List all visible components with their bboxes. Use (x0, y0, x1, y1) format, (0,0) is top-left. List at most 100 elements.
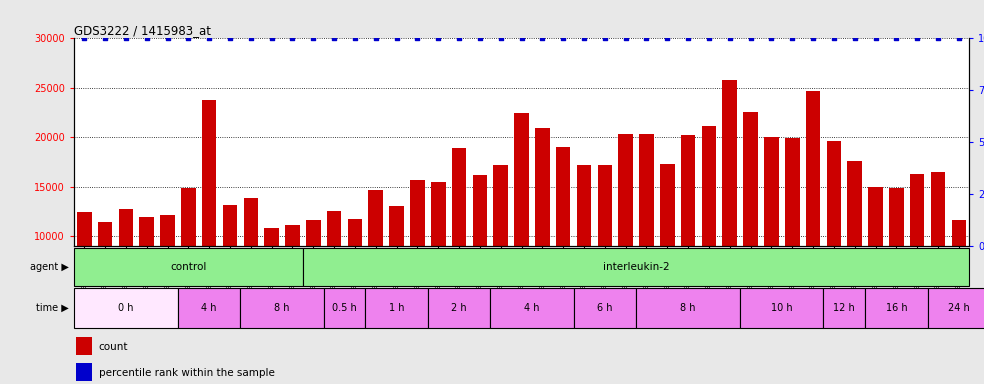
Point (951, 35, 966, 41)
Point (805, 35, 821, 41)
Text: 4 h: 4 h (202, 303, 216, 313)
Point (180, 35, 196, 41)
Bar (868, 187, 883, 334)
Bar (702, 126, 716, 334)
Point (284, 35, 300, 41)
Bar (222, 205, 237, 334)
Bar (77, 212, 92, 334)
Text: GDS3222 / 1415983_at: GDS3222 / 1415983_at (74, 24, 211, 37)
Text: 1 h: 1 h (389, 303, 404, 313)
Point (639, 35, 654, 41)
Point (909, 35, 925, 41)
Text: count: count (98, 342, 128, 352)
Bar (928, 288, 984, 328)
Point (889, 35, 904, 41)
Bar (597, 165, 612, 334)
Bar (931, 172, 946, 334)
Bar (76, 363, 92, 381)
Bar (660, 164, 675, 334)
Point (222, 35, 238, 41)
Bar (618, 134, 633, 334)
Bar (428, 288, 490, 328)
Bar (306, 220, 321, 334)
Bar (827, 141, 841, 334)
Point (784, 35, 800, 41)
Text: 0.5 h: 0.5 h (333, 303, 357, 313)
Bar (890, 189, 903, 334)
Bar (140, 217, 154, 334)
Point (118, 35, 134, 41)
Point (452, 35, 467, 41)
Bar (431, 182, 446, 334)
Point (514, 35, 529, 41)
Point (202, 35, 217, 41)
Text: 24 h: 24 h (948, 303, 969, 313)
Bar (119, 209, 133, 334)
Bar (76, 338, 92, 356)
Point (576, 35, 591, 41)
Bar (74, 248, 303, 286)
Point (347, 35, 363, 41)
Text: 8 h: 8 h (275, 303, 290, 313)
Bar (324, 288, 365, 328)
Bar (303, 248, 969, 286)
Point (97, 35, 113, 41)
Text: control: control (170, 262, 207, 272)
Point (826, 35, 841, 41)
Bar (390, 206, 403, 334)
Point (472, 35, 488, 41)
Text: 6 h: 6 h (597, 303, 613, 313)
Bar (722, 80, 737, 334)
Point (139, 35, 154, 41)
Point (159, 35, 175, 41)
Bar (240, 288, 324, 328)
Bar (74, 288, 178, 328)
Point (743, 35, 759, 41)
Bar (865, 288, 928, 328)
Point (430, 35, 446, 41)
Point (701, 35, 716, 41)
Point (930, 35, 946, 41)
Bar (490, 288, 574, 328)
Bar (681, 135, 696, 334)
Bar (493, 165, 508, 334)
Bar (740, 288, 824, 328)
Bar (556, 147, 571, 334)
Bar (368, 190, 383, 334)
Bar (574, 288, 636, 328)
Point (764, 35, 779, 41)
Bar (410, 180, 425, 334)
Text: interleukin-2: interleukin-2 (603, 262, 669, 272)
Point (722, 35, 738, 41)
Point (327, 35, 342, 41)
Text: 0 h: 0 h (118, 303, 134, 313)
Point (618, 35, 634, 41)
Bar (181, 187, 196, 334)
Bar (472, 175, 487, 334)
Bar (452, 148, 466, 334)
Point (243, 35, 259, 41)
Bar (97, 222, 112, 334)
Bar (910, 174, 925, 334)
Bar (202, 99, 216, 334)
Point (597, 35, 613, 41)
Text: 8 h: 8 h (680, 303, 696, 313)
Text: 16 h: 16 h (886, 303, 907, 313)
Bar (952, 220, 966, 334)
Point (389, 35, 404, 41)
Text: percentile rank within the sample: percentile rank within the sample (98, 367, 275, 377)
Bar (806, 91, 821, 334)
Point (409, 35, 425, 41)
Point (493, 35, 509, 41)
Point (847, 35, 863, 41)
Bar (265, 228, 278, 334)
Text: time ▶: time ▶ (36, 303, 69, 313)
Text: agent ▶: agent ▶ (30, 262, 69, 272)
Point (534, 35, 550, 41)
Bar (515, 113, 528, 334)
Bar (824, 288, 865, 328)
Point (868, 35, 884, 41)
Bar (347, 219, 362, 334)
Bar (160, 215, 175, 334)
Bar (847, 161, 862, 334)
